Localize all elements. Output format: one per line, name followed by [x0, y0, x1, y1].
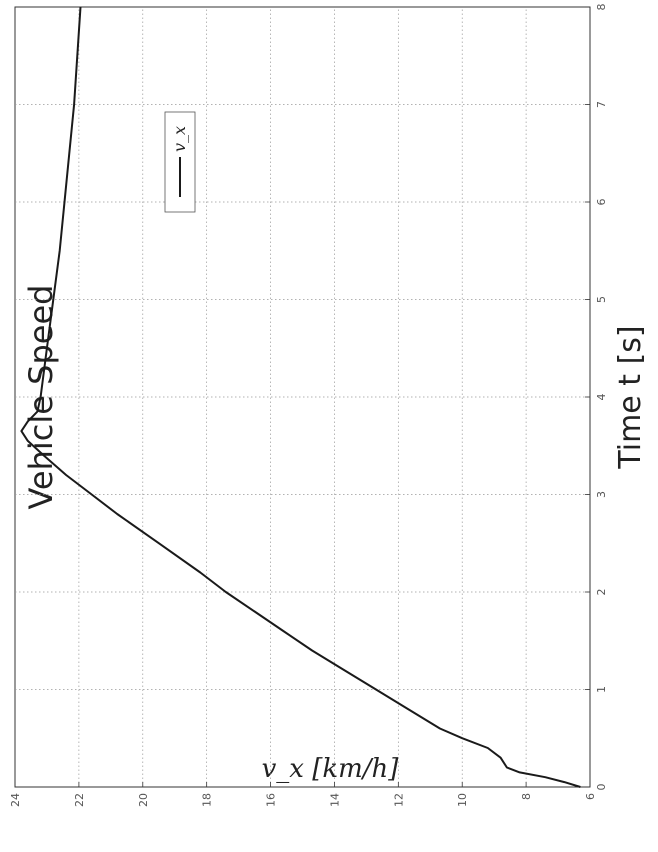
x-tick-label: 4	[595, 394, 608, 401]
x-tick-label: 7	[595, 101, 608, 108]
y-tick-label: 20	[137, 793, 150, 807]
series-layer	[20, 6, 581, 788]
y-tick-label: 22	[73, 793, 86, 807]
y-tick-label: 14	[328, 793, 341, 807]
y-tick-label: 16	[265, 793, 278, 807]
grid	[15, 7, 590, 787]
y-tick-label: 6	[584, 793, 597, 800]
y-tick-label: 10	[456, 793, 469, 807]
x-tick-label: 8	[595, 4, 608, 11]
x-tick-label: 6	[595, 199, 608, 206]
legend-label: v_x	[170, 126, 189, 152]
x-tick-label: 1	[595, 686, 608, 693]
y-tick-label: 12	[392, 793, 405, 807]
x-tick-label: 3	[595, 491, 608, 498]
legend: v_x	[164, 111, 196, 213]
y-tick-label: 8	[520, 793, 533, 800]
series-line-vx	[20, 6, 581, 788]
x-tick-label: 5	[595, 296, 608, 303]
x-tick-label: 2	[595, 589, 608, 596]
y-tick-label: 24	[9, 793, 22, 807]
x-tick-label: 0	[595, 784, 608, 791]
x-axis-label: Time t [s]	[613, 325, 648, 469]
y-axis-label: v_x [km/h]	[262, 754, 400, 784]
y-tick-label: 18	[201, 793, 214, 807]
